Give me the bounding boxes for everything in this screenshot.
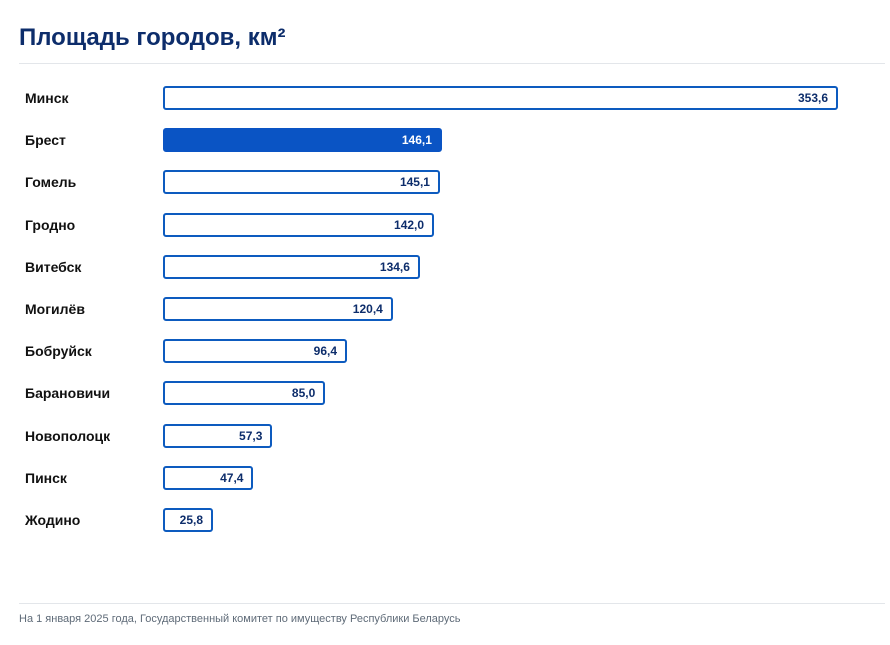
data-label: 85,0 [291, 386, 316, 401]
data-label: 47,4 [220, 470, 244, 485]
category-label: Могилёв [25, 301, 85, 317]
bar: 85,0 [163, 381, 326, 406]
category-label: Брест [25, 132, 66, 149]
bar-chart: Минск 353,6 Брест 146,1 Гомель 145,1 Гродно 142… [25, 86, 838, 532]
bar: 47,4 [163, 465, 254, 490]
category-label: Гомель [25, 174, 77, 191]
bar: 142,0 [163, 212, 435, 237]
category-label: Минск [25, 90, 69, 106]
category-label: Гродно [25, 216, 76, 233]
data-label: 142,0 [394, 217, 425, 232]
category-label: Барановичи [25, 385, 111, 402]
data-label: 134,6 [379, 259, 410, 274]
category-label: Жодино [25, 512, 81, 528]
bar: 134,6 [163, 254, 420, 279]
data-label: 57,3 [239, 428, 263, 443]
bar: 120,4 [163, 297, 393, 321]
bar: 25,8 [163, 508, 213, 532]
category-label: Бобруйск [25, 343, 92, 360]
bar: 96,4 [163, 339, 348, 364]
bar: 353,6 [163, 86, 838, 110]
data-label: 145,1 [399, 175, 430, 190]
data-label: 25,8 [179, 513, 203, 527]
category-label: Пинск [25, 469, 67, 486]
page-title: Площадь городов, км² [19, 24, 286, 51]
data-label: 120,4 [352, 302, 383, 316]
category-label: Витебск [25, 258, 82, 275]
category-label: Новополоцк [25, 427, 111, 444]
bar: 57,3 [163, 423, 273, 448]
footer-divider [19, 603, 885, 604]
data-label: 96,4 [313, 344, 338, 359]
data-label: 146,1 [401, 133, 432, 148]
title-divider [19, 63, 885, 64]
data-label: 353,6 [797, 91, 828, 105]
bar: 145,1 [163, 170, 440, 195]
source-note: На 1 января 2025 года, Государственный к… [19, 613, 461, 625]
bar: 146,1 [163, 128, 442, 153]
